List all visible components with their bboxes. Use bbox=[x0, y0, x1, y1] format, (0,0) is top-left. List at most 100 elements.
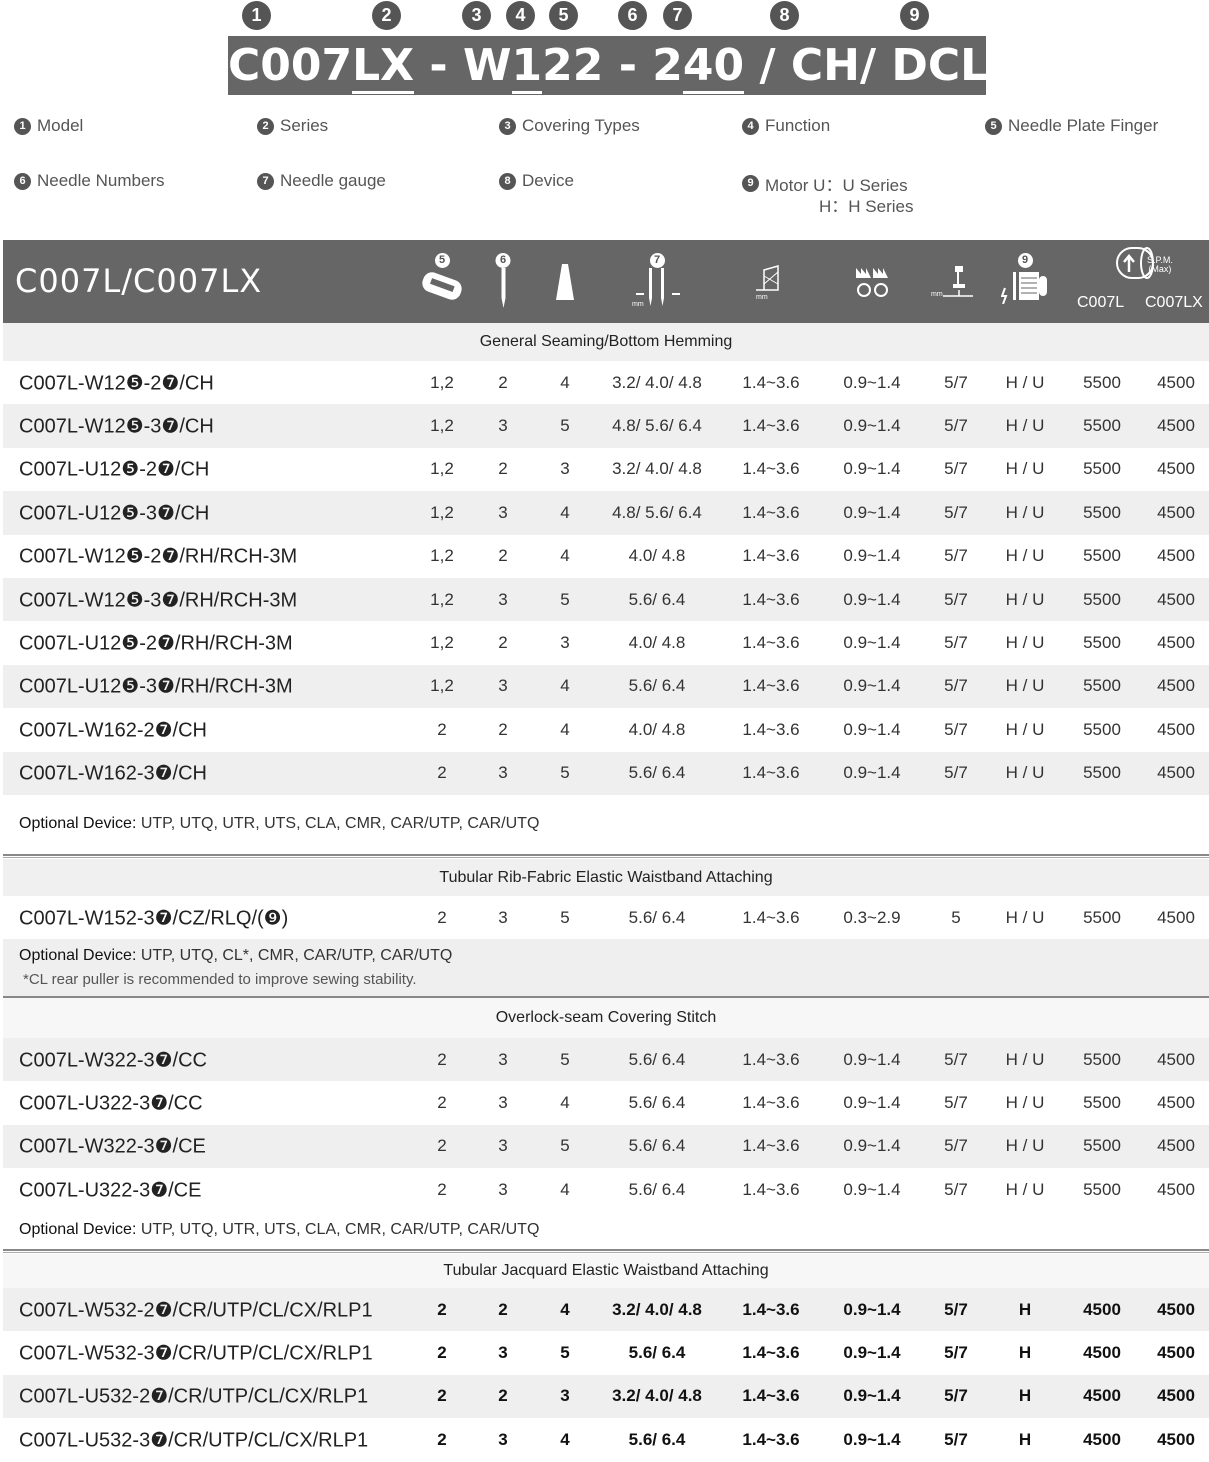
optional-device-list: UTP, UTQ, UTR, UTS, CLA, CMR, CAR/UTP, C… bbox=[136, 815, 540, 832]
table-row: C007L-U12❺-2❼/CH 1,2 2 3 3.2/ 4.0/ 4.8 1.4~3.… bbox=[3, 448, 1209, 491]
table-row: C007L-W162-2❼/CH 2 2 4 4.0/ 4.8 1.4~3.6 0.9~1.… bbox=[3, 708, 1209, 751]
spec-cell: 3 bbox=[498, 1136, 508, 1156]
spec-cell: 5.6/ 6.4 bbox=[628, 1429, 686, 1449]
needle-plate-icon: 5 bbox=[418, 250, 466, 309]
spec-cell: 3 bbox=[498, 676, 508, 696]
needle-icon: 6 bbox=[495, 250, 511, 313]
table-row: C007L-W532-3❼/CR/UTP/CL/CX/RLP1 2 3 5 5.6/ 6… bbox=[3, 1331, 1209, 1374]
code-part: 1 bbox=[511, 40, 543, 94]
col-c007lx: C007LX bbox=[1145, 294, 1203, 311]
spec-cell: 5500 bbox=[1083, 546, 1121, 566]
stitch-length-icon: mm bbox=[754, 264, 788, 305]
legend-label: Device bbox=[522, 171, 574, 190]
spec-cell: 2 bbox=[437, 719, 447, 739]
legend-item: 9 Motor U：U Series bbox=[742, 171, 908, 196]
table-row: C007L-W12❺-2❼/RH/RCH-3M 1,2 2 4 4.0/ 4.8 1.4~… bbox=[3, 535, 1209, 578]
col-c007l: C007L bbox=[1077, 294, 1125, 311]
spec-cell: 1,2 bbox=[430, 459, 454, 479]
model-name: C007L-U12❺-3❼/CH bbox=[19, 502, 210, 525]
model-name: C007L-U532-2❼/CR/UTP/CL/CX/RLP1 bbox=[19, 1385, 369, 1408]
model-name: C007L-W12❺-2❼/CH bbox=[19, 372, 214, 395]
spec-cell: 5.6/ 6.4 bbox=[628, 1049, 686, 1069]
legend-label: Series bbox=[280, 116, 329, 135]
spec-cell: 0.9~1.4 bbox=[843, 1386, 901, 1406]
spec-cell: 4500 bbox=[1157, 633, 1195, 653]
spec-cell: 4.8/ 5.6/ 6.4 bbox=[612, 502, 702, 522]
spec-cell: 4500 bbox=[1083, 1386, 1121, 1406]
spec-cell: 4 bbox=[560, 1179, 570, 1199]
spec-cell: 3 bbox=[498, 1179, 508, 1199]
model-name: C007L-U322-3❼/CC bbox=[19, 1092, 203, 1115]
position-badge: 8 bbox=[770, 1, 799, 30]
spec-cell: 0.9~1.4 bbox=[843, 416, 901, 436]
model-name: C007L-W322-3❼/CC bbox=[19, 1049, 207, 1072]
spec-cell: 5.6/ 6.4 bbox=[628, 763, 686, 783]
table-row: C007L-W322-3❼/CE 2 3 5 5.6/ 6.4 1.4~3.6 0.9~1.… bbox=[3, 1124, 1209, 1169]
table-row: C007L-U532-2❼/CR/UTP/CL/CX/RLP1 2 2 3 3.2/ 4… bbox=[3, 1374, 1209, 1419]
spm-max-text: (Max) bbox=[1148, 264, 1172, 274]
table-row: C007L-W12❺-3❼/CH 1,2 3 5 4.8/ 5.6/ 6.4 1.4~3.… bbox=[3, 404, 1209, 448]
model-name: C007L-W12❺-2❼/RH/RCH-3M bbox=[19, 545, 298, 568]
model-name: C007L-W152-3❼/CZ/RLQ/(❾) bbox=[19, 907, 289, 930]
position-badge: 4 bbox=[506, 1, 535, 30]
spec-cell: 5500 bbox=[1083, 633, 1121, 653]
svg-text:mm: mm bbox=[931, 291, 943, 298]
spec-cell: 4500 bbox=[1157, 719, 1195, 739]
model-name: C007L-U12❺-2❼/RH/RCH-3M bbox=[19, 632, 293, 655]
spec-cell: 5/7 bbox=[944, 1136, 968, 1156]
spec-cell: 4500 bbox=[1157, 1299, 1195, 1319]
legend-number-badge: 3 bbox=[499, 117, 516, 135]
legend-item: 6 Needle Numbers bbox=[14, 171, 165, 191]
presser-foot-lift-icon: mm bbox=[931, 264, 975, 305]
spec-cell: 1.4~3.6 bbox=[742, 1299, 800, 1319]
spec-cell: 5/7 bbox=[944, 546, 968, 566]
spec-cell: 1.4~3.6 bbox=[742, 1386, 800, 1406]
spec-cell: 2 bbox=[498, 546, 508, 566]
footnote: *CL rear puller is recommended to improv… bbox=[23, 971, 417, 989]
section-title: Tubular Rib-Fabric Elastic Waistband Att… bbox=[3, 859, 1209, 896]
spec-cell: 5500 bbox=[1083, 719, 1121, 739]
spec-cell: 5/7 bbox=[944, 589, 968, 609]
spec-cell: 2 bbox=[498, 719, 508, 739]
spec-cell: 0.9~1.4 bbox=[843, 372, 901, 392]
spec-cell: 3 bbox=[498, 1049, 508, 1069]
spec-cell: H / U bbox=[1005, 1093, 1045, 1113]
spec-cell: 5/7 bbox=[944, 372, 968, 392]
table-row: C007L-U322-3❼/CE 2 3 4 5.6/ 6.4 1.4~3.6 0.9~1.… bbox=[3, 1168, 1209, 1211]
legend-number-badge: 9 bbox=[742, 175, 759, 192]
spec-cell: 1,2 bbox=[430, 372, 454, 392]
spec-cell: 4500 bbox=[1157, 416, 1195, 436]
spec-cell: 5500 bbox=[1083, 589, 1121, 609]
spec-cell: 2 bbox=[437, 1179, 447, 1199]
legend-item: 8 Device bbox=[499, 171, 574, 191]
model-name: C007L-W162-2❼/CH bbox=[19, 719, 207, 742]
spec-cell: H / U bbox=[1005, 502, 1045, 522]
thread-cone-icon bbox=[554, 262, 576, 307]
spec-cell: H / U bbox=[1005, 372, 1045, 392]
spec-cell: 5/7 bbox=[944, 1093, 968, 1113]
position-badge: 1 bbox=[242, 1, 271, 30]
spec-cell: 2 bbox=[498, 633, 508, 653]
spec-cell: 4500 bbox=[1157, 1179, 1195, 1199]
position-badge: 6 bbox=[618, 1, 647, 30]
spec-cell: 5500 bbox=[1083, 1136, 1121, 1156]
spec-cell: 1.4~3.6 bbox=[742, 907, 800, 927]
unit-label: mm bbox=[632, 301, 644, 308]
legend-number-badge: 1 bbox=[14, 117, 31, 135]
spec-cell: 5500 bbox=[1083, 372, 1121, 392]
spec-cell: 0.9~1.4 bbox=[843, 763, 901, 783]
spec-cell: 1,2 bbox=[430, 502, 454, 522]
spec-cell: 2 bbox=[437, 1299, 447, 1319]
spec-cell: 5500 bbox=[1083, 1093, 1121, 1113]
svg-text:mm: mm bbox=[756, 294, 768, 300]
model-name: C007L-W162-3❼/CH bbox=[19, 762, 207, 785]
spec-cell: 4 bbox=[560, 719, 570, 739]
model-name: C007L-W322-3❼/CE bbox=[19, 1135, 206, 1158]
spec-cell: 4500 bbox=[1157, 1093, 1195, 1113]
table-row: C007L-U322-3❼/CC 2 3 4 5.6/ 6.4 1.4~3.6 0.9~1.… bbox=[3, 1081, 1209, 1124]
optional-device-label: Optional Device: bbox=[19, 1220, 137, 1238]
code-part: 22 bbox=[542, 40, 604, 91]
spec-cell: 4 bbox=[560, 1299, 570, 1319]
spec-cell: 4500 bbox=[1157, 1343, 1195, 1363]
table-row: C007L-U532-3❼/CR/UTP/CL/CX/RLP1 2 3 4 5.6/ 6… bbox=[3, 1418, 1209, 1461]
